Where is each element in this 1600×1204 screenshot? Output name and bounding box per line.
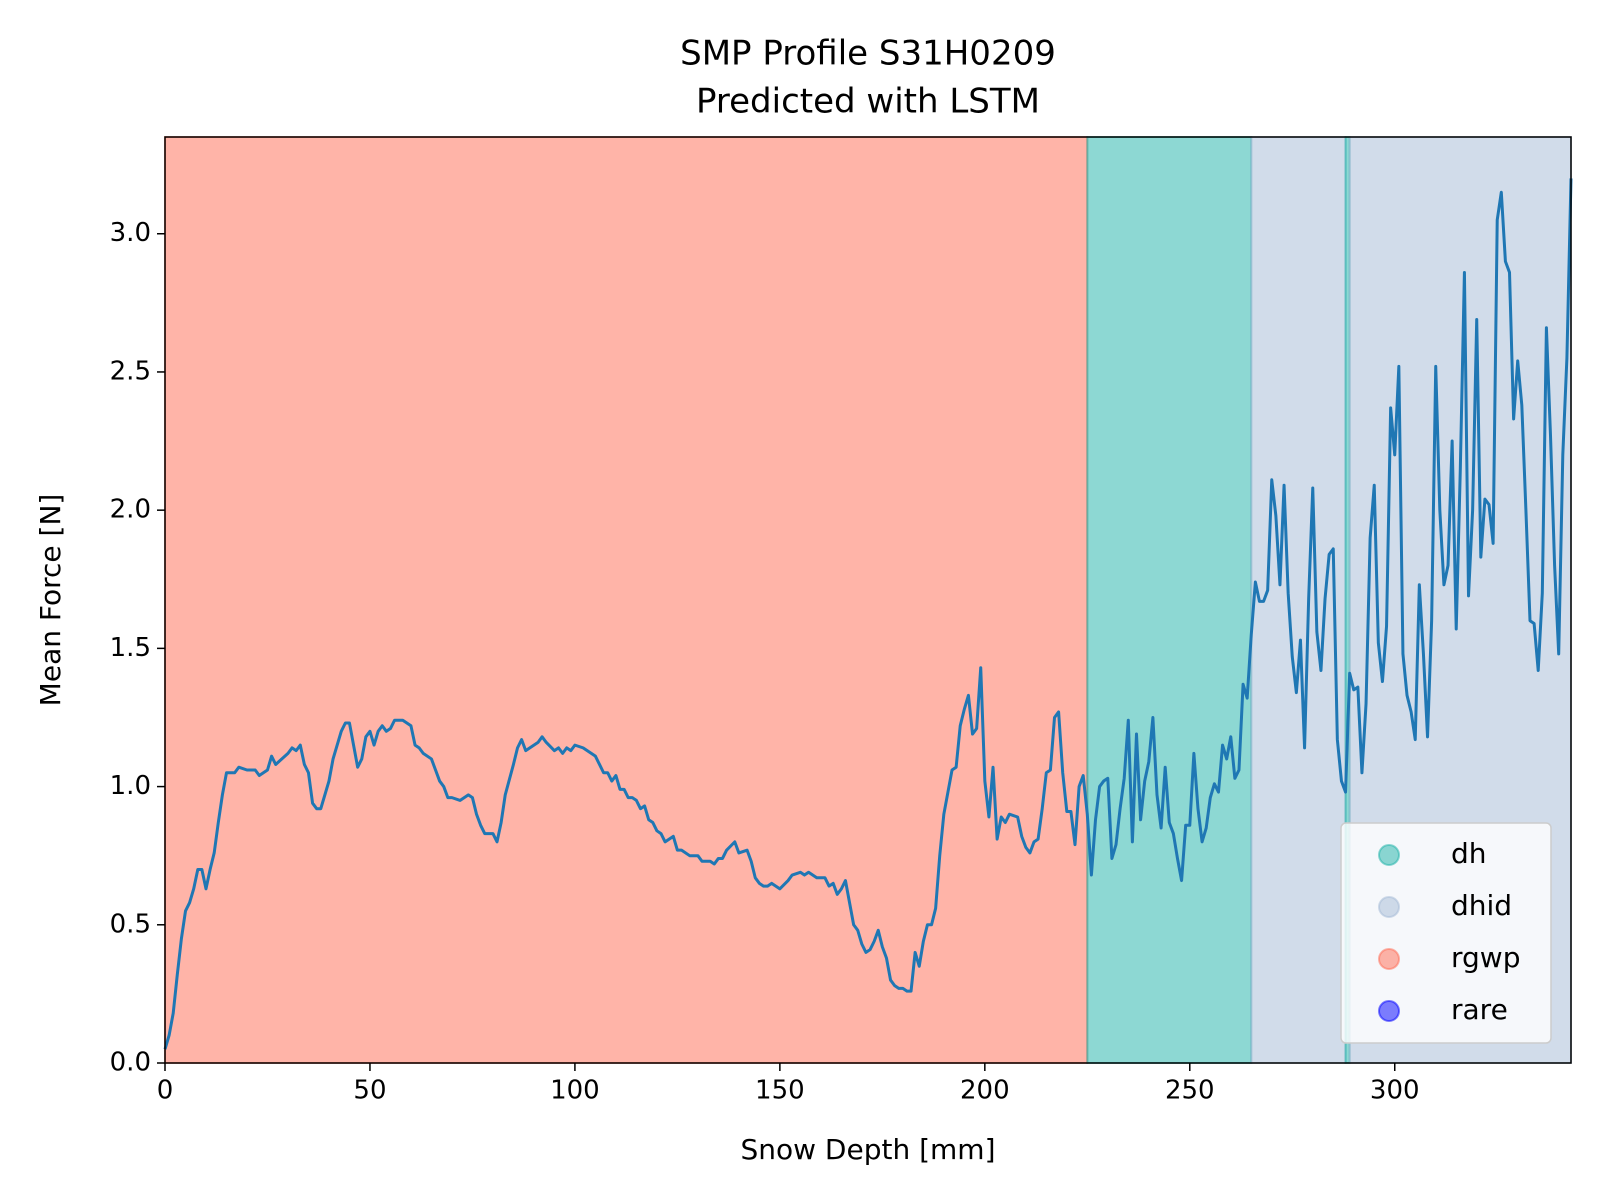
x-tick-label: 50 <box>353 1076 386 1106</box>
y-tick-label: 1.5 <box>110 633 151 663</box>
legend-marker <box>1378 844 1400 866</box>
chart-subtitle: Predicted with LSTM <box>696 82 1040 122</box>
y-tick-label: 3.0 <box>110 218 151 248</box>
x-tick-label: 100 <box>550 1076 600 1106</box>
x-tick-label: 300 <box>1370 1076 1420 1106</box>
y-tick-label: 2.0 <box>110 495 151 525</box>
x-tick-label: 150 <box>755 1076 805 1106</box>
chart-title: SMP Profile S31H0209 <box>680 34 1056 74</box>
legend-marker <box>1378 896 1400 918</box>
class-band <box>164 136 1089 1064</box>
plot-frame <box>164 136 1572 1064</box>
legend-box <box>1340 822 1552 1044</box>
y-axis-label: Mean Force [N] <box>34 494 67 707</box>
force-line <box>163 178 1573 1050</box>
y-tick-label: 0.0 <box>110 1048 151 1078</box>
y-tick-label: 1.0 <box>110 771 151 801</box>
legend-marker <box>1378 1000 1400 1022</box>
legend-label: rgwp <box>1451 941 1520 974</box>
x-axis-label: Snow Depth [mm] <box>740 1133 995 1166</box>
x-tick-label: 250 <box>1165 1076 1215 1106</box>
class-band <box>1086 136 1253 1064</box>
legend-label: rare <box>1451 993 1508 1026</box>
class-band <box>1250 136 1347 1064</box>
y-tick-label: 0.5 <box>110 909 151 939</box>
x-tick-label: 200 <box>960 1076 1010 1106</box>
y-tick-label: 2.5 <box>110 356 151 386</box>
legend-label: dh <box>1451 837 1487 870</box>
legend-label: dhid <box>1451 889 1512 922</box>
legend-marker <box>1378 948 1400 970</box>
x-tick-label: 0 <box>157 1076 174 1106</box>
legend: dh dhid rgwp rare <box>1340 822 1552 1044</box>
